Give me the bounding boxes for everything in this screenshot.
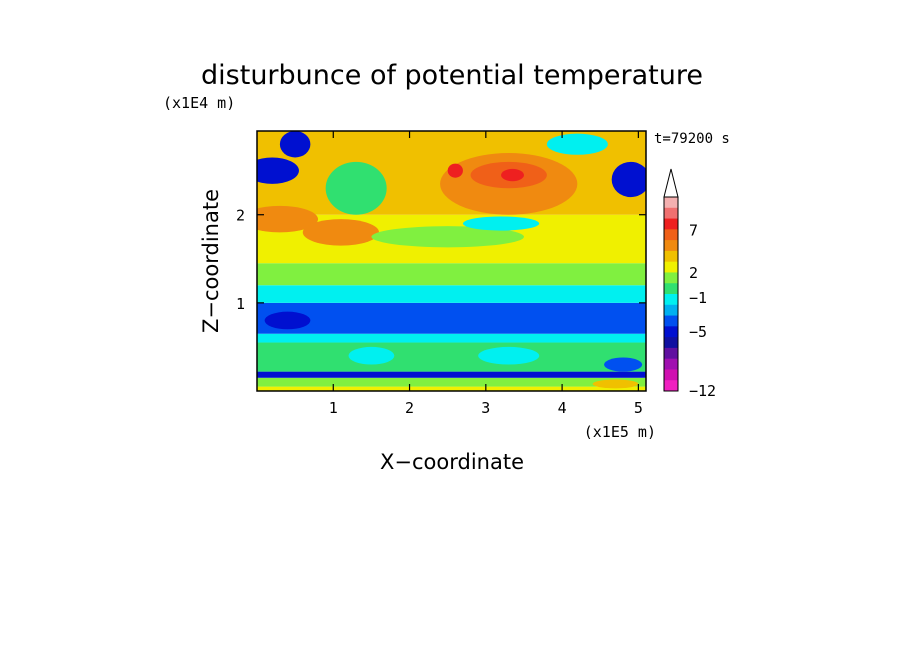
field-band-0 [257, 386, 646, 391]
heatmap-field [257, 131, 646, 391]
colorbar-swatch [664, 197, 678, 209]
colorbar-tick-label: −5 [689, 323, 707, 341]
colorbar-swatch [664, 218, 678, 230]
field-feature-14 [348, 346, 395, 365]
field-feature-11 [371, 226, 524, 248]
y-axis-label: Z−coordinate [199, 189, 223, 333]
colorbar-tick-label: −1 [689, 289, 707, 307]
colorbar-swatch [664, 315, 678, 327]
x-tick-label: 4 [558, 399, 567, 417]
plot-frame [256, 130, 647, 392]
colorbar-swatch [664, 272, 678, 284]
field-feature-15 [478, 346, 540, 365]
field-feature-3 [447, 163, 463, 178]
colorbar-tick-label: 7 [689, 222, 698, 240]
field-feature-12 [462, 216, 540, 231]
y-unit-label: (x1E4 m) [163, 94, 235, 112]
x-axis-label: X−coordinate [380, 450, 524, 474]
colorbar-swatch [664, 358, 678, 370]
x-tick-label: 1 [329, 399, 338, 417]
colorbar-tick-label: −12 [689, 382, 716, 400]
field-feature-9 [546, 133, 608, 155]
field-band-6 [257, 285, 646, 303]
field-band-1 [257, 377, 646, 387]
field-band-3 [257, 342, 646, 372]
colorbar-swatch [664, 337, 678, 349]
field-feature-17 [592, 379, 639, 389]
field-feature-4 [257, 205, 319, 233]
field-feature-10 [325, 161, 387, 215]
x-axis-ticks: 1 2 3 4 5 [329, 131, 643, 417]
field-feature-16 [604, 357, 643, 372]
field-band-4 [257, 333, 646, 343]
chart-title: disturbunce of potential temperature [201, 60, 703, 91]
y-tick-label: 2 [236, 207, 245, 225]
colorbar-swatch [664, 283, 678, 295]
field-band-2 [257, 371, 646, 378]
colorbar: 7 2 −1 −5 −12 [663, 168, 716, 400]
colorbar-swatch [664, 294, 678, 306]
field-feature-7 [279, 131, 311, 158]
colorbar-tick-label: 2 [689, 264, 698, 282]
colorbar-swatch [664, 304, 678, 317]
colorbar-swatch [664, 229, 678, 241]
x-tick-label: 3 [481, 399, 490, 417]
time-label: t=79200 s [654, 131, 730, 147]
field-feature-13 [264, 311, 311, 330]
field-feature-5 [302, 219, 380, 246]
colorbar-swatch [664, 347, 678, 360]
field-band-7 [257, 263, 646, 286]
colorbar-extend-arrow [663, 168, 679, 198]
colorbar-swatch [664, 240, 678, 252]
colorbar-swatch [664, 261, 678, 273]
field-band-5 [257, 302, 646, 334]
field-feature-6 [257, 157, 299, 184]
colorbar-swatch [664, 369, 678, 381]
colorbar-swatch [664, 207, 678, 220]
x-tick-label: 5 [634, 399, 643, 417]
field-feature-8 [611, 161, 646, 198]
x-tick-label: 2 [405, 399, 414, 417]
colorbar-frame [663, 196, 679, 392]
y-axis-ticks: 12 [236, 207, 646, 313]
colorbar-swatch [664, 250, 678, 263]
field-feature-2 [501, 168, 524, 182]
colorbar-swatch [664, 326, 678, 338]
y-tick-label: 1 [236, 295, 245, 313]
colorbar-swatch [664, 380, 678, 392]
x-unit-label: (x1E5 m) [584, 423, 656, 441]
